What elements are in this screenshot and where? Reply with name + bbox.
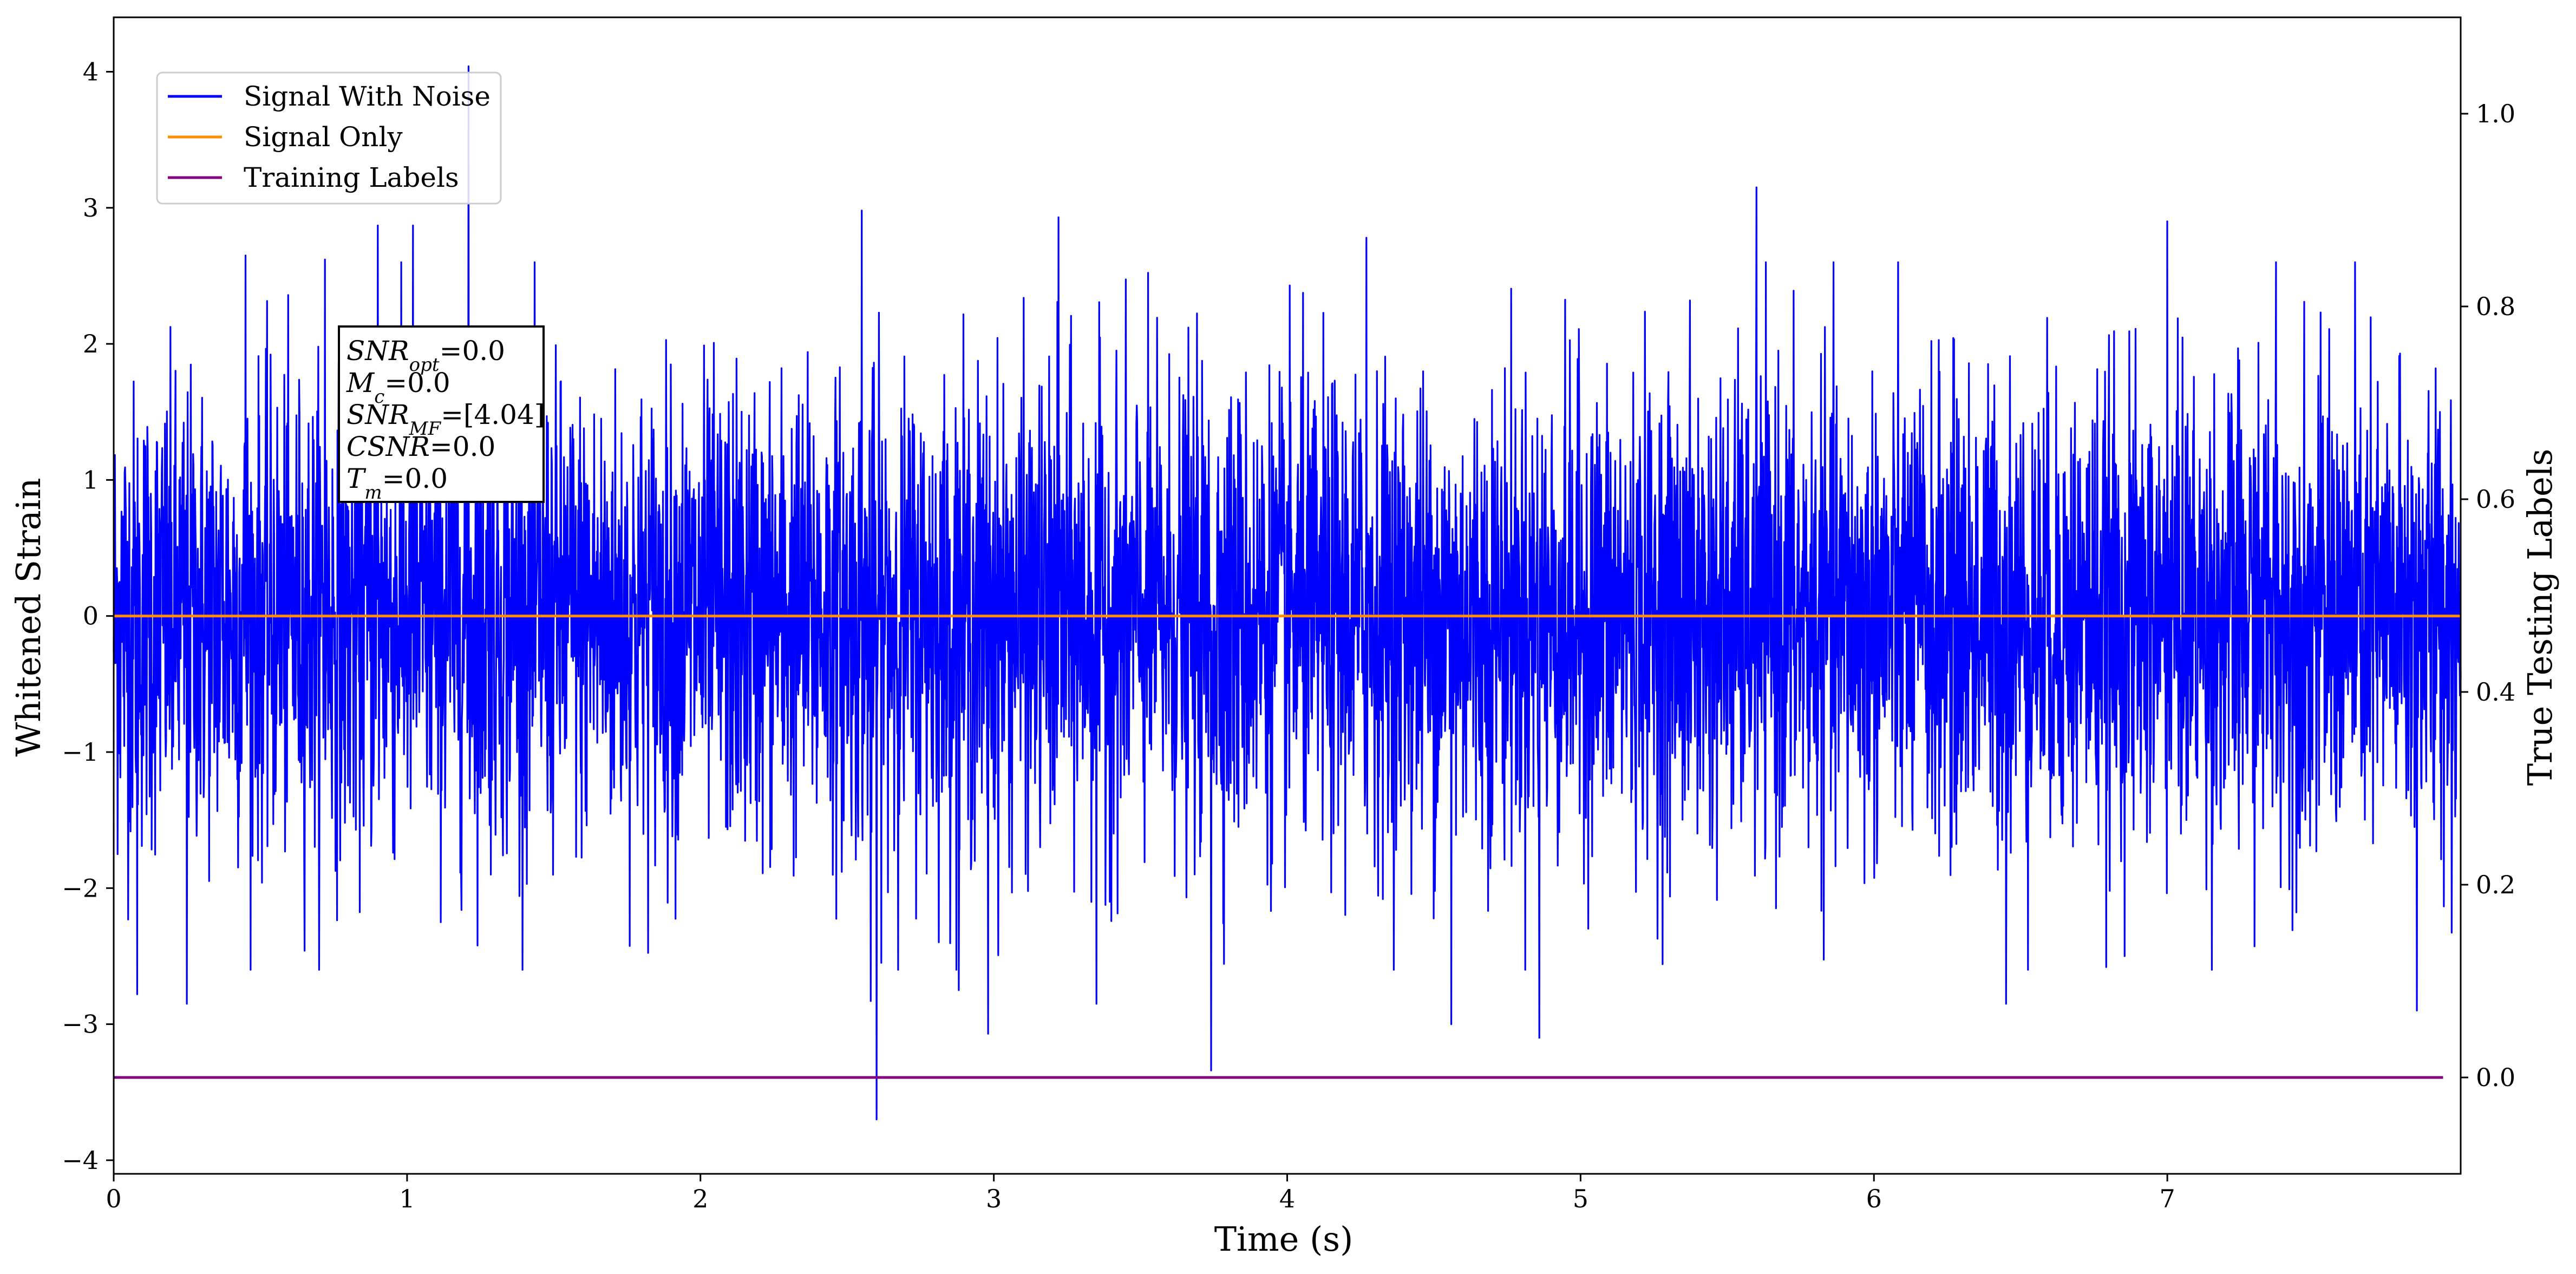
y2-tick-label: 0.4	[2476, 677, 2515, 707]
legend-box	[156, 71, 502, 205]
x-tick-label: 5	[1573, 1184, 1588, 1213]
y-tick-label: −4	[62, 1146, 99, 1175]
stats-annotation-line: SNRMF=[4.04]	[346, 399, 545, 440]
legend: Signal With Noise Signal Only Training L…	[156, 71, 502, 205]
y2-tick-label: 0.0	[2476, 1063, 2515, 1092]
y-axis-label: Whitened Strain	[9, 478, 48, 757]
x-tick-label: 7	[2159, 1184, 2175, 1213]
x-tick-label: 2	[692, 1184, 708, 1213]
y2-tick-label: 0.2	[2476, 870, 2515, 899]
stats-annotation-line: CSNR=0.0	[346, 431, 495, 462]
stats-annotation-lines: SNRopt=0.0Mc=0.0SNRMF=[4.04]CSNR=0.0Tm=0…	[346, 335, 545, 504]
y2-axis-label: True Testing Labels	[2520, 449, 2560, 786]
y2-tick-label: 1.0	[2476, 99, 2515, 128]
x-tick-label: 0	[106, 1184, 121, 1213]
y-tick-label: 1	[83, 465, 99, 494]
x-tick-label: 1	[399, 1184, 415, 1213]
y-tick-label: −2	[62, 873, 99, 903]
stats-annotation: SNRopt=0.0Mc=0.0SNRMF=[4.04]CSNR=0.0Tm=0…	[338, 325, 545, 504]
plot-lines	[113, 65, 2462, 1121]
y-tick-label: 3	[83, 193, 99, 223]
stats-annotation-line: Mc=0.0	[346, 367, 450, 408]
x-tick-label: 3	[986, 1184, 1002, 1213]
series-signal-with-noise	[113, 65, 2462, 1121]
y2-tick-label: 0.6	[2476, 485, 2515, 514]
y-tick-label: −3	[62, 1010, 99, 1039]
stats-annotation-line: SNRopt=0.0	[346, 335, 505, 376]
legend-label-signal-only: Signal Only	[244, 121, 403, 153]
y-axis-ticks: −4 −3 −2 −1 0 1 2 3 4	[62, 57, 114, 1175]
stats-annotation-box	[338, 325, 545, 503]
x-axis-label: Time (s)	[1214, 1219, 1354, 1259]
y-tick-label: 2	[83, 329, 99, 358]
y-tick-label: −1	[62, 737, 99, 767]
x-axis-ticks: 0 1 2 3 4 5 6 7	[106, 1174, 2175, 1213]
legend-label-signal-with-noise: Signal With Noise	[244, 81, 491, 112]
y2-tick-label: 0.8	[2476, 292, 2515, 321]
y-tick-label: 4	[83, 57, 99, 87]
x-tick-label: 4	[1279, 1184, 1295, 1213]
y-tick-label: 0	[83, 602, 99, 631]
y2-axis-ticks: 0.0 0.2 0.4 0.6 0.8 1.0	[2461, 99, 2515, 1092]
legend-label-training-labels: Training Labels	[244, 162, 459, 193]
x-tick-label: 6	[1866, 1184, 1882, 1213]
stats-annotation-line: Tm=0.0	[346, 463, 448, 504]
